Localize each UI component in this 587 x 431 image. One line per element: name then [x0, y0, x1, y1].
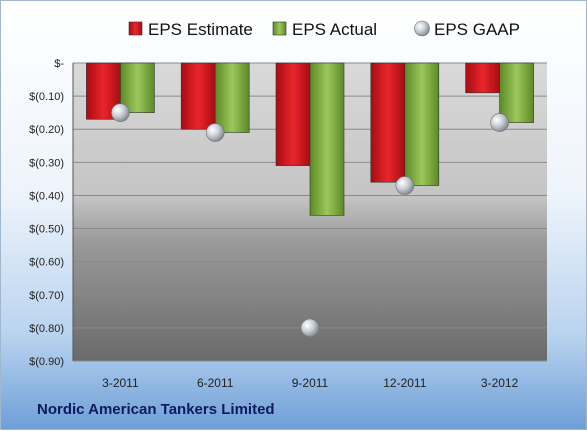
eps-estimate-legend-swatch: [128, 21, 143, 36]
legend: EPS Estimate EPS Actual EPS GAAP: [128, 20, 520, 39]
bars: [86, 62, 534, 216]
eps-estimate-bar: [275, 62, 311, 166]
gaap-markers: [111, 103, 509, 338]
eps-estimate-bar: [465, 62, 500, 94]
x-tick-label: 3-2012: [481, 376, 519, 390]
x-tick-label: 6-2011: [197, 376, 234, 390]
eps-gaap-marker: [205, 123, 225, 142]
y-tick-label: $(0.70): [29, 290, 64, 302]
eps-actual-bar: [404, 62, 440, 186]
legend-label: EPS GAAP: [434, 20, 520, 39]
eps-gaap-marker: [395, 176, 415, 195]
eps-actual-bar: [214, 62, 250, 133]
y-tick-label: $(0.20): [29, 124, 64, 136]
y-tick-label: $(0.40): [29, 190, 64, 202]
company-name: Nordic American Tankers Limited: [37, 401, 275, 418]
eps-estimate-bar: [370, 62, 406, 183]
y-tick-label: $(0.50): [29, 224, 64, 236]
y-tick-label: $-: [54, 58, 64, 70]
eps-actual-bar: [499, 62, 534, 123]
y-tick-label: $(0.10): [29, 91, 64, 103]
eps-actual-legend-swatch: [272, 21, 287, 36]
x-axis-ticks: 3-2011 6-2011 9-2011 12-2011 3-2012: [102, 376, 518, 390]
legend-label: EPS Estimate: [148, 20, 253, 39]
eps-gaap-legend-swatch: [414, 20, 430, 37]
eps-gaap-marker: [300, 318, 320, 338]
eps-gaap-marker: [111, 103, 130, 122]
legend-label: EPS Actual: [292, 20, 377, 39]
y-tick-label: $(0.80): [29, 323, 64, 335]
eps-estimate-bar: [180, 62, 216, 130]
x-tick-label: 9-2011: [292, 376, 329, 390]
y-tick-label: $(0.30): [29, 157, 64, 169]
eps-actual-bar: [120, 62, 155, 113]
x-tick-label: 3-2011: [102, 376, 139, 390]
eps-gaap-marker: [490, 113, 509, 132]
y-tick-label: $(0.60): [29, 257, 64, 269]
y-axis-ticks: $- $(0.10) $(0.20) $(0.30) $(0.40) $(0.50) $(0…: [29, 58, 64, 368]
x-tick-label: 12-2011: [383, 376, 426, 390]
y-tick-label: $(0.90): [29, 356, 64, 368]
eps-actual-bar: [309, 62, 345, 216]
